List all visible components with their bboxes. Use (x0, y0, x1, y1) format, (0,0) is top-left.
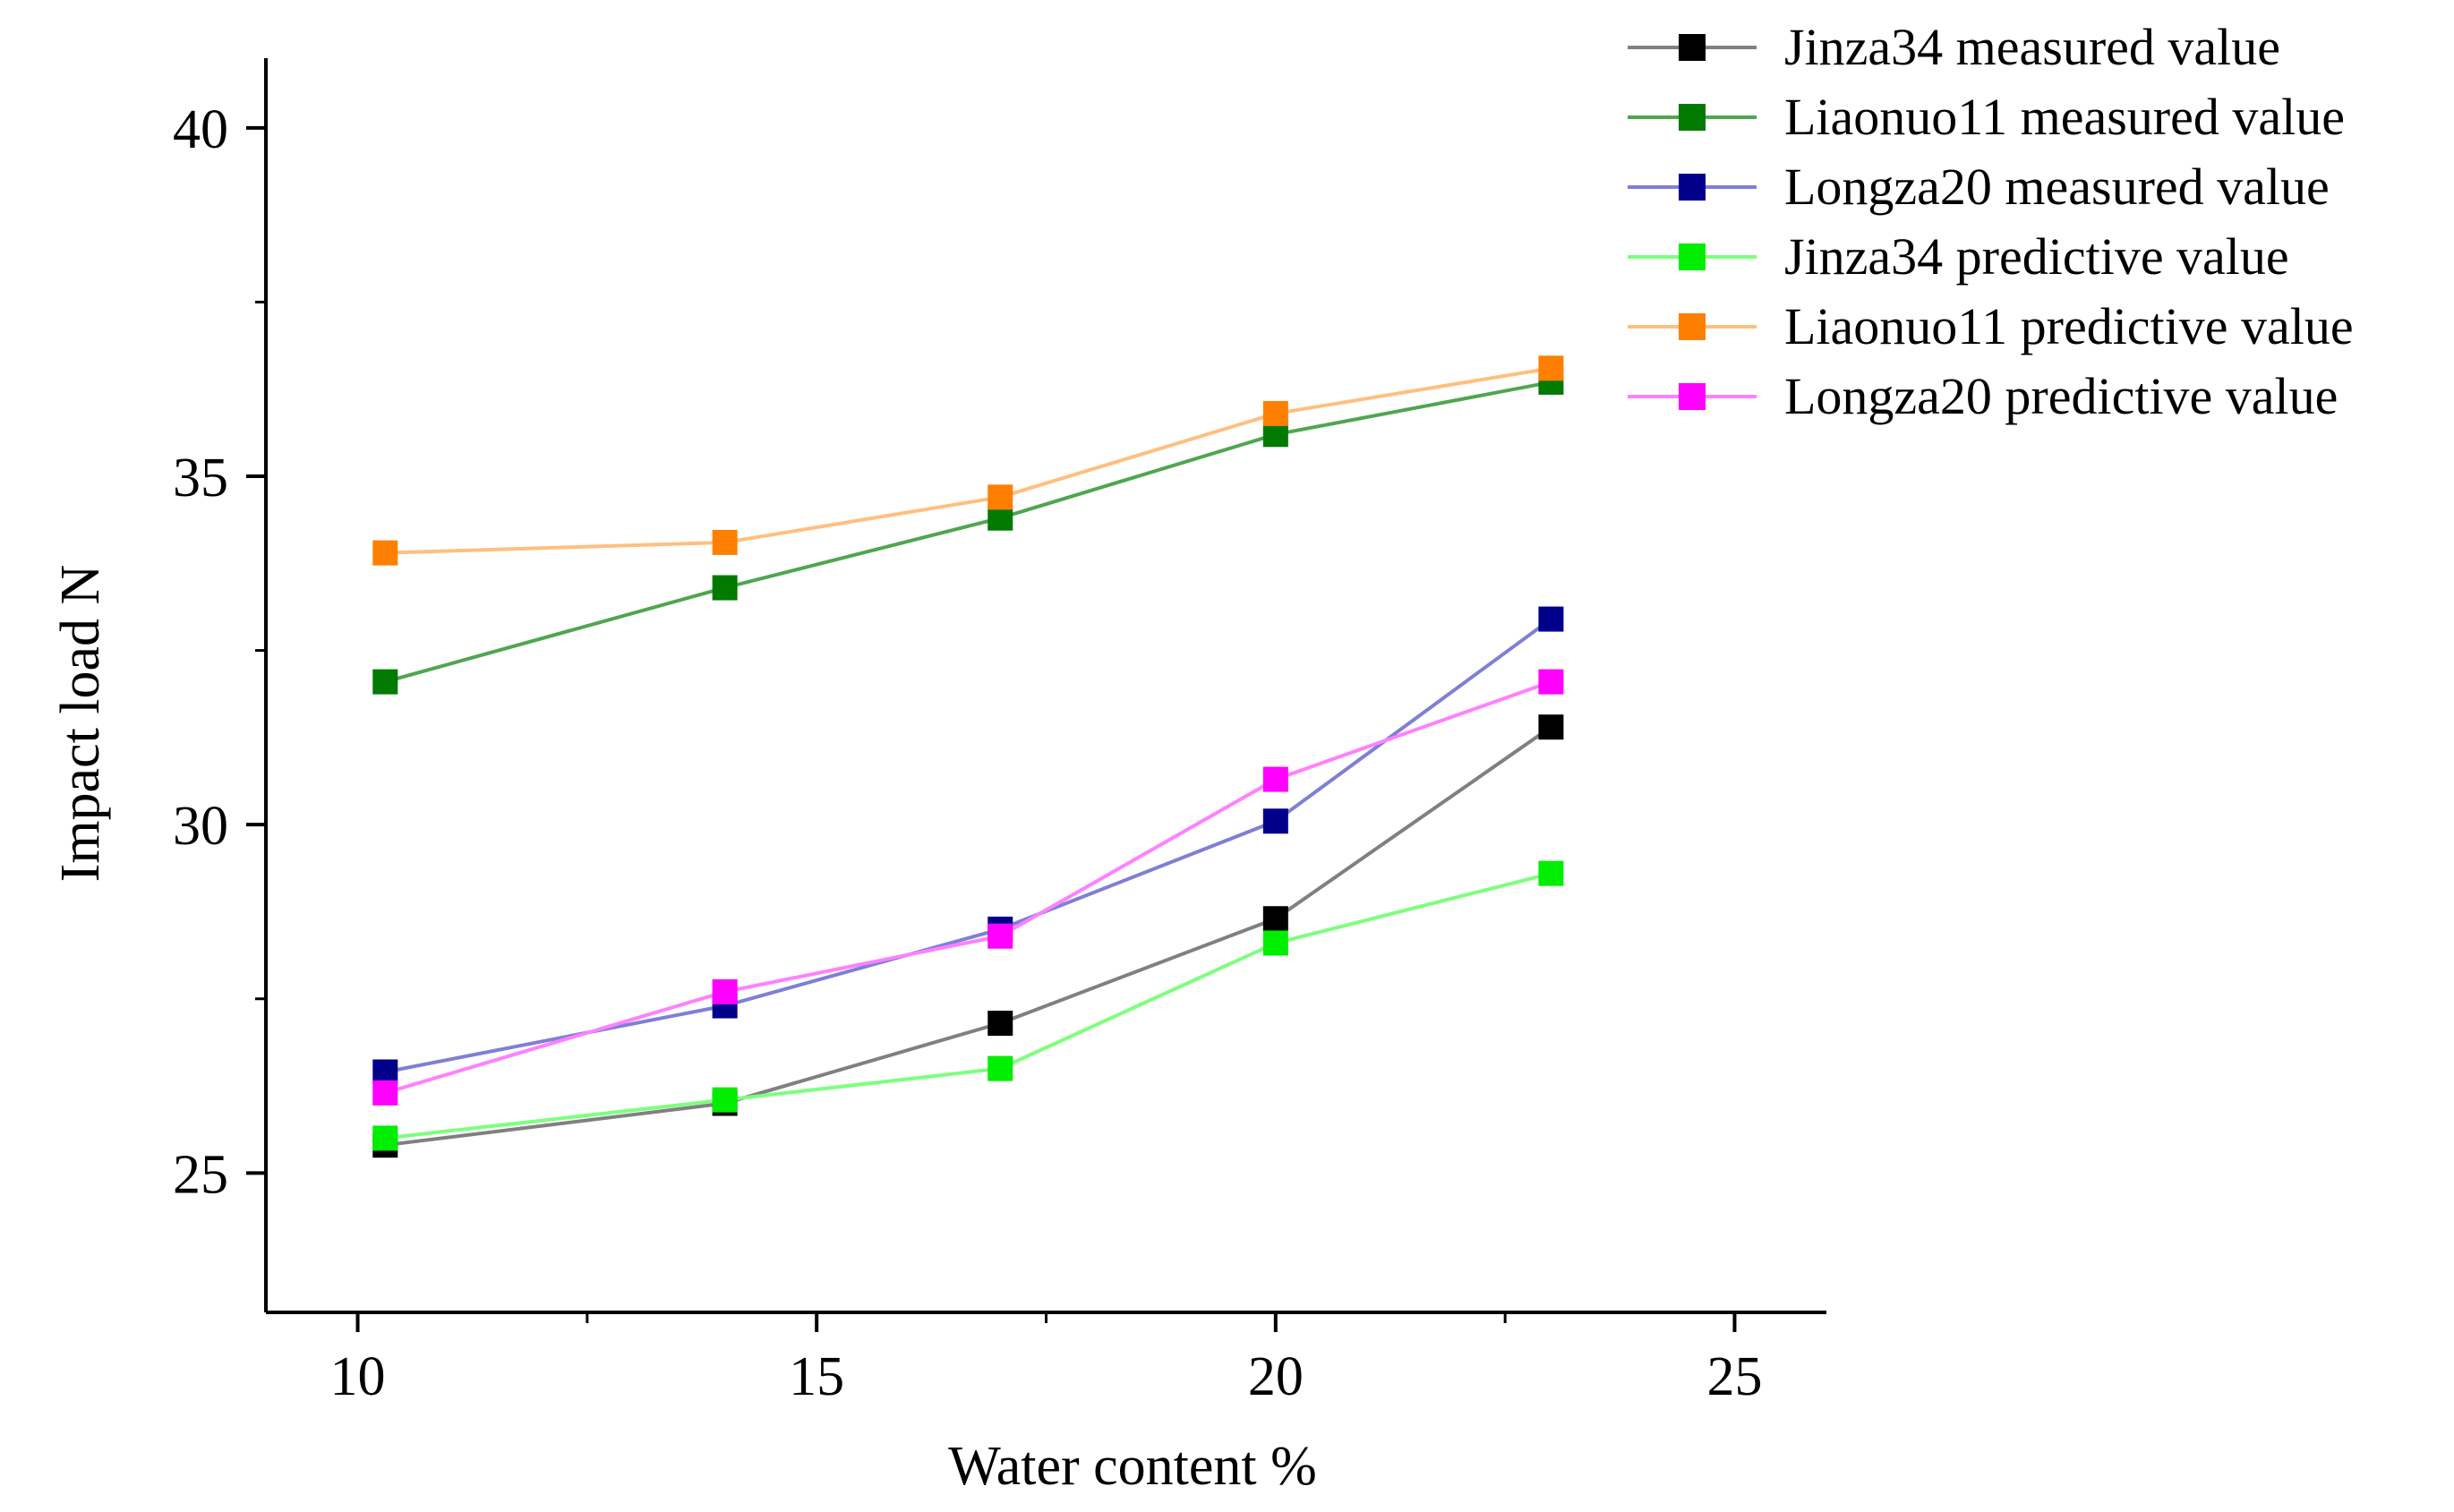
data-point (712, 575, 738, 601)
data-point (988, 505, 1013, 531)
series-line (385, 871, 1552, 1140)
series-line (384, 617, 1552, 1074)
data-point (988, 923, 1013, 949)
x-axis-title: Water content % (948, 1436, 1317, 1497)
x-tick-label: 15 (789, 1346, 844, 1407)
data-point (712, 529, 738, 555)
series-jinza34-measured-value (372, 714, 1564, 1158)
legend: Jinza34 measured value Liaonuo11 measured… (1628, 18, 2354, 425)
legend-item: Liaonuo11 predictive value (1628, 297, 2354, 355)
y-tick-label: 40 (173, 99, 228, 160)
legend-label: Liaonuo11 measured value (1784, 88, 2345, 146)
series-jinza34-predictive-value (372, 860, 1564, 1151)
legend-marker (1679, 174, 1706, 201)
data-point (372, 1059, 398, 1085)
x-tick-label: 20 (1248, 1346, 1304, 1407)
y-tick-label: 25 (173, 1144, 228, 1205)
data-point (1538, 606, 1564, 632)
legend-label: Jinza34 predictive value (1784, 227, 2289, 286)
data-point (1538, 669, 1564, 695)
legend-item: Liaonuo11 measured value (1628, 88, 2345, 146)
data-point (372, 1080, 398, 1106)
legend-marker (1679, 243, 1706, 270)
data-point (372, 1125, 398, 1151)
data-point (988, 1010, 1013, 1036)
legend-item: Jinza34 measured value (1628, 18, 2280, 76)
y-tick-label: 35 (173, 448, 228, 508)
legend-marker (1679, 313, 1706, 340)
series-line (385, 725, 1552, 1148)
legend-label: Longza20 predictive value (1784, 367, 2338, 425)
series-line (384, 380, 1552, 684)
y-tick-label: 30 (173, 796, 228, 857)
legend-label: Liaonuo11 predictive value (1784, 297, 2354, 355)
axes-layer: 10 15 20 25 25 30 35 40 (173, 58, 1826, 1407)
data-point (1538, 860, 1564, 886)
data-point (1262, 400, 1288, 426)
series-liaonuo11-measured-value (372, 369, 1564, 695)
legend-label: Longza20 measured value (1784, 158, 2330, 216)
y-axis-title: Impact load N (50, 565, 111, 883)
data-point (1538, 714, 1564, 740)
data-point (1262, 808, 1288, 834)
data-point (988, 1055, 1013, 1081)
x-tick-label: 25 (1706, 1346, 1762, 1407)
legend-item: Longza20 predictive value (1628, 367, 2338, 425)
legend-item: Jinza34 predictive value (1628, 227, 2289, 286)
series-liaonuo11-predictive-value (372, 355, 1564, 566)
series-layer (372, 355, 1564, 1158)
data-point (372, 540, 398, 566)
data-point (372, 669, 398, 695)
data-point (1538, 355, 1564, 381)
data-point (712, 1087, 738, 1113)
series-longza20-predictive-value (372, 669, 1564, 1106)
data-point (1262, 766, 1288, 792)
legend-label: Jinza34 measured value (1784, 18, 2280, 76)
data-point (712, 978, 738, 1004)
series-longza20-measured-value (372, 606, 1564, 1085)
legend-item: Longza20 measured value (1628, 158, 2330, 216)
legend-marker (1679, 104, 1706, 131)
data-point (1262, 422, 1288, 448)
data-point (1262, 906, 1288, 932)
x-tick-label: 10 (330, 1346, 386, 1407)
data-point (1262, 930, 1288, 956)
data-point (988, 484, 1013, 510)
legend-marker (1679, 34, 1706, 61)
legend-marker (1679, 383, 1706, 410)
